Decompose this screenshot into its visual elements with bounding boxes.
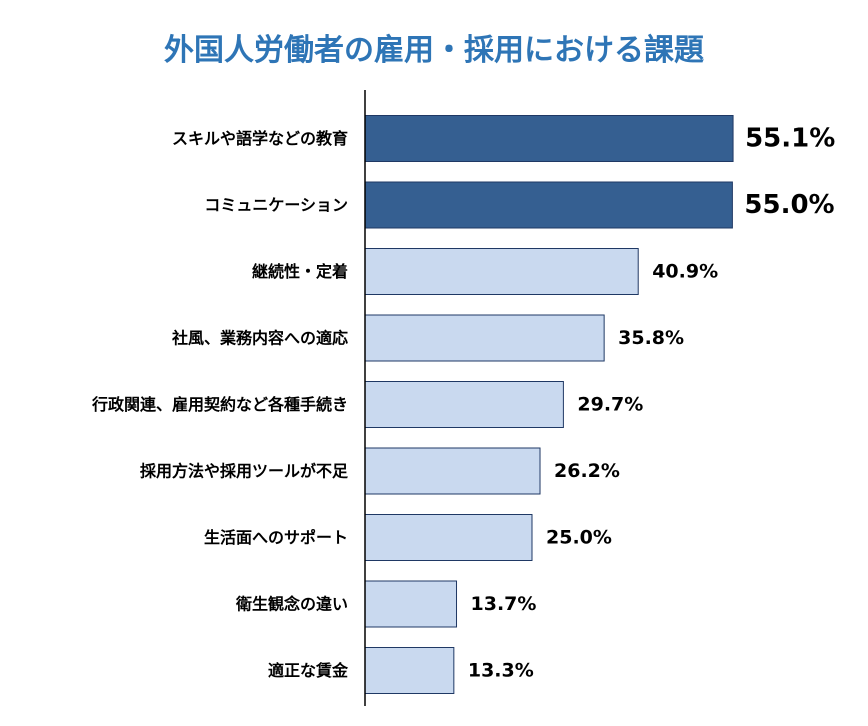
category-label-9: 適正な賃金 bbox=[268, 661, 349, 680]
category-labels: スキルや語学などの教育コミュニケーション継続性・定着社風、業務内容への適応行政関… bbox=[91, 129, 349, 680]
value-label-5: 29.7% bbox=[577, 394, 643, 416]
bar-3 bbox=[364, 248, 639, 295]
chart-title: 外国人労働者の雇用・採用における課題 bbox=[164, 33, 704, 68]
category-label-3: 継続性・定着 bbox=[252, 262, 348, 281]
value-label-2: 55.0% bbox=[744, 190, 834, 220]
category-label-2: コミュニケーション bbox=[204, 196, 348, 215]
bars bbox=[364, 115, 734, 694]
category-label-4: 社風、業務内容への適応 bbox=[171, 329, 348, 348]
bar-2 bbox=[364, 181, 733, 229]
bar-4 bbox=[364, 314, 605, 362]
value-label-9: 13.3% bbox=[468, 660, 534, 682]
value-label-8: 13.7% bbox=[471, 593, 537, 615]
bar-9 bbox=[364, 647, 455, 694]
bar-5 bbox=[364, 381, 564, 428]
category-label-6: 採用方法や採用ツールが不足 bbox=[140, 462, 349, 481]
value-label-3: 40.9% bbox=[652, 261, 718, 283]
bar-6 bbox=[364, 447, 541, 495]
category-label-8: 衛生観念の違い bbox=[235, 595, 348, 614]
bar-7 bbox=[364, 514, 533, 561]
value-label-6: 26.2% bbox=[554, 460, 620, 482]
bar-8 bbox=[364, 580, 458, 628]
category-label-7: 生活面へのサポート bbox=[204, 528, 348, 547]
bar-1 bbox=[364, 115, 734, 162]
category-label-1: スキルや語学などの教育 bbox=[172, 129, 348, 148]
value-label-4: 35.8% bbox=[618, 327, 684, 349]
value-label-7: 25.0% bbox=[546, 527, 612, 549]
category-label-5: 行政関連、雇用契約など各種手続き bbox=[91, 395, 348, 414]
value-labels: 55.1% 55.0% 40.9% 35.8% 29.7% 26.2% 25.0% 13.7%… bbox=[468, 124, 835, 682]
value-label-1: 55.1% bbox=[745, 124, 835, 154]
